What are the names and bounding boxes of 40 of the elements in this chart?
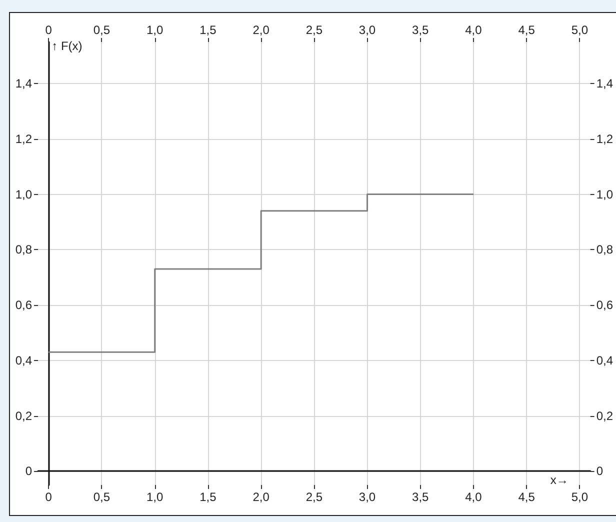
x-tick-label: 1,0: [146, 490, 164, 504]
x-tick-label: 0: [45, 490, 52, 504]
x2-tick-label: 0: [45, 23, 52, 37]
x2-tick-label: 4,0: [465, 23, 482, 37]
y-tick-label: 0,4: [15, 353, 32, 368]
y2-tick-label: 1,4: [596, 76, 614, 91]
y-tick-label: 0: [25, 464, 32, 478]
x-tick-label: 0,5: [93, 490, 110, 504]
x-tick-label: 4,5: [518, 490, 536, 504]
x-tick-label: 5,0: [571, 490, 588, 504]
x2-tick-label: 1,5: [200, 23, 217, 37]
x2-tick-label: 2,0: [252, 23, 270, 37]
y-tick-label: 1,2: [15, 132, 32, 146]
y2-tick-label: 0,4: [596, 353, 614, 368]
x2-tick-label: 0,5: [93, 23, 110, 37]
x-tick-label: 2,0: [252, 490, 270, 504]
y2-tick-label: 0,6: [596, 298, 614, 312]
y-tick-label: 1,0: [15, 187, 32, 202]
x2-tick-label: 3,5: [412, 23, 430, 37]
x-tick-label: 2,5: [306, 490, 323, 504]
y-tick-label: 0,6: [15, 298, 32, 312]
y-tick-label: 0,2: [15, 408, 32, 423]
x-tick-label: 4,0: [465, 490, 482, 504]
y-axis-title: ↑ F(x): [52, 39, 82, 53]
x2-tick-label: 5,0: [571, 23, 588, 37]
y-tick-label: 0,8: [15, 242, 32, 257]
x-axis-title: x→: [550, 473, 568, 488]
y2-tick-label: 0: [596, 464, 604, 478]
x-tick-label: 3,5: [412, 490, 430, 504]
x2-tick-label: 2,5: [306, 23, 323, 37]
y2-tick-label: 1,0: [596, 187, 614, 202]
x-tick-label: 3,0: [358, 490, 376, 504]
y2-tick-label: 0,2: [596, 408, 614, 423]
y-tick-label: 1,4: [15, 76, 32, 91]
y2-tick-label: 1,2: [596, 132, 614, 146]
x2-tick-label: 3,0: [358, 23, 376, 37]
x-tick-label: 1,5: [200, 490, 217, 504]
x2-tick-label: 4,5: [518, 23, 536, 37]
x2-tick-label: 1,0: [146, 23, 164, 37]
y2-tick-label: 0,8: [596, 242, 614, 257]
